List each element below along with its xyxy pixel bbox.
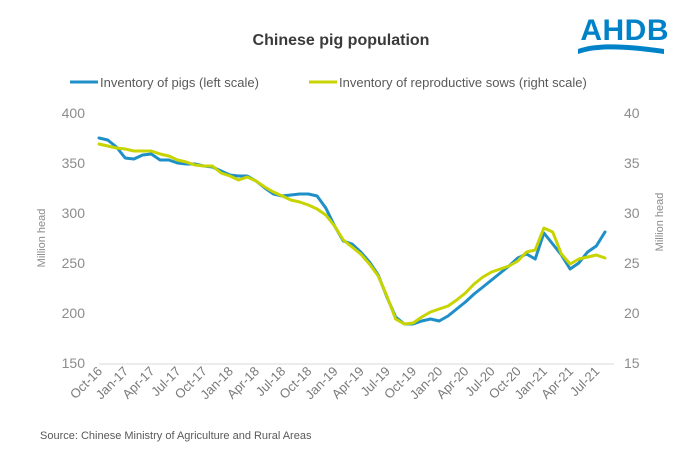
x-tick-label: Jul-21	[567, 364, 603, 400]
y-tick-left-300: 300	[62, 205, 86, 221]
legend-label-pigs: Inventory of pigs (left scale)	[100, 75, 259, 90]
y-axis-title-left: Million head	[36, 209, 48, 268]
y-tick-left-150: 150	[62, 355, 86, 371]
series-line-sows	[97, 142, 607, 326]
y-tick-right-30: 30	[624, 205, 640, 221]
y-tick-left-250: 250	[62, 255, 86, 271]
x-axis-ticks: Oct-16Jan-17Apr-17Jul-17Oct-17Jan-18Apr-…	[67, 364, 602, 403]
y-tick-left-350: 350	[62, 155, 86, 171]
legend-label-sows: Inventory of reproductive sows (right sc…	[339, 75, 587, 90]
y-tick-left-200: 200	[62, 305, 86, 321]
y-tick-right-25: 25	[624, 255, 640, 271]
y-tick-right-15: 15	[624, 355, 640, 371]
y-tick-right-35: 35	[624, 155, 640, 171]
chart-title: Chinese pig population	[253, 32, 430, 49]
y-tick-right-20: 20	[624, 305, 640, 321]
y-tick-left-400: 400	[62, 105, 86, 121]
y-tick-right-40: 40	[624, 105, 640, 121]
y-axis-right-ticks: 40 35 30 25 20 15	[624, 105, 640, 371]
logo-text: AHDB	[580, 14, 669, 47]
y-axis-left-ticks: 400 350 300 250 200 150	[62, 105, 86, 371]
y-axis-title-right: Million head	[654, 193, 666, 252]
ahdb-logo: AHDB	[578, 14, 669, 54]
series-layer	[97, 136, 607, 326]
logo-swoosh-icon	[578, 44, 664, 54]
series-line-pigs	[97, 136, 607, 326]
legend: Inventory of pigs (left scale) Inventory…	[70, 75, 587, 90]
source-note: Source: Chinese Ministry of Agriculture …	[40, 430, 312, 442]
